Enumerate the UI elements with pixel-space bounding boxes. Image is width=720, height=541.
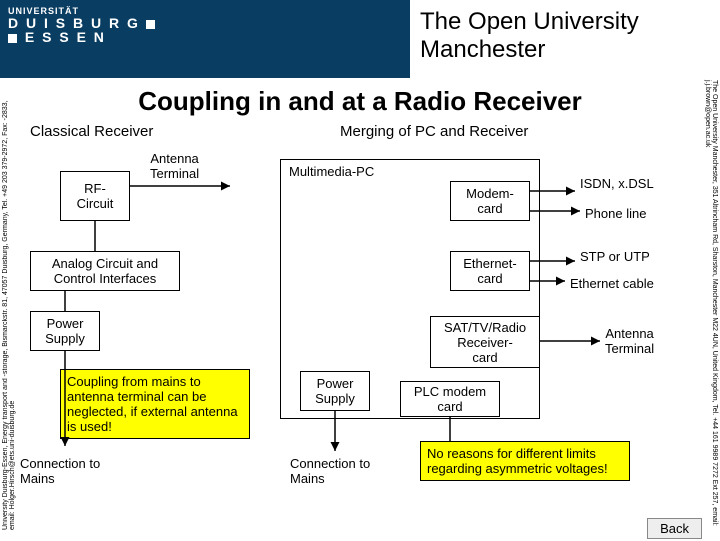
page-title: Coupling in and at a Radio Receiver [0, 78, 720, 121]
right-conn-mains-label: Connection to Mains [290, 456, 370, 486]
header-bar: UNIVERSITÄT D U I S B U R G E S S E N Th… [0, 0, 720, 78]
left-subtitle: Classical Receiver [30, 123, 153, 140]
right-subtitle: Merging of PC and Receiver [340, 123, 528, 140]
left-note-box: Coupling from mains to antenna terminal … [60, 369, 250, 439]
logo-square-icon [146, 20, 155, 29]
header-title-l1: The Open University [420, 8, 710, 36]
university-logo: UNIVERSITÄT D U I S B U R G E S S E N [8, 6, 157, 44]
rf-circuit-box: RF- Circuit [60, 171, 130, 221]
diagram-area: Classical Receiver Merging of PC and Rec… [0, 121, 720, 541]
left-margin-text: University Duisburg-Essen, Energy transp… [2, 80, 14, 530]
back-button[interactable]: Back [647, 518, 702, 539]
ethernet-card-box: Ethernet- card [450, 251, 530, 291]
plc-modem-card-box: PLC modem card [400, 381, 500, 417]
right-note-box: No reasons for different limits regardin… [420, 441, 630, 481]
right-antenna-terminal-label: Antenna Terminal [605, 326, 654, 356]
header-title: The Open University Manchester [410, 0, 720, 78]
header-title-l2: Manchester [420, 36, 710, 64]
sat-receiver-card-box: SAT/TV/Radio Receiver- card [430, 316, 540, 368]
isdn-label: ISDN, x.DSL [580, 176, 654, 191]
logo-line1: D U I S B U R G [8, 16, 157, 30]
stp-utp-label: STP or UTP [580, 249, 650, 264]
phone-line-label: Phone line [585, 206, 646, 221]
logo-line2: E S S E N [8, 30, 157, 44]
right-margin-text: The Open University Manchester, 351 Altr… [706, 80, 718, 530]
analog-interfaces-box: Analog Circuit and Control Interfaces [30, 251, 180, 291]
antenna-terminal-label: Antenna Terminal [150, 151, 199, 181]
modem-card-box: Modem- card [450, 181, 530, 221]
right-power-supply-box: Power Supply [300, 371, 370, 411]
left-power-supply-box: Power Supply [30, 311, 100, 351]
left-conn-mains-label: Connection to Mains [20, 456, 100, 486]
logo-square-icon [8, 34, 17, 43]
ethernet-cable-label: Ethernet cable [570, 276, 654, 291]
